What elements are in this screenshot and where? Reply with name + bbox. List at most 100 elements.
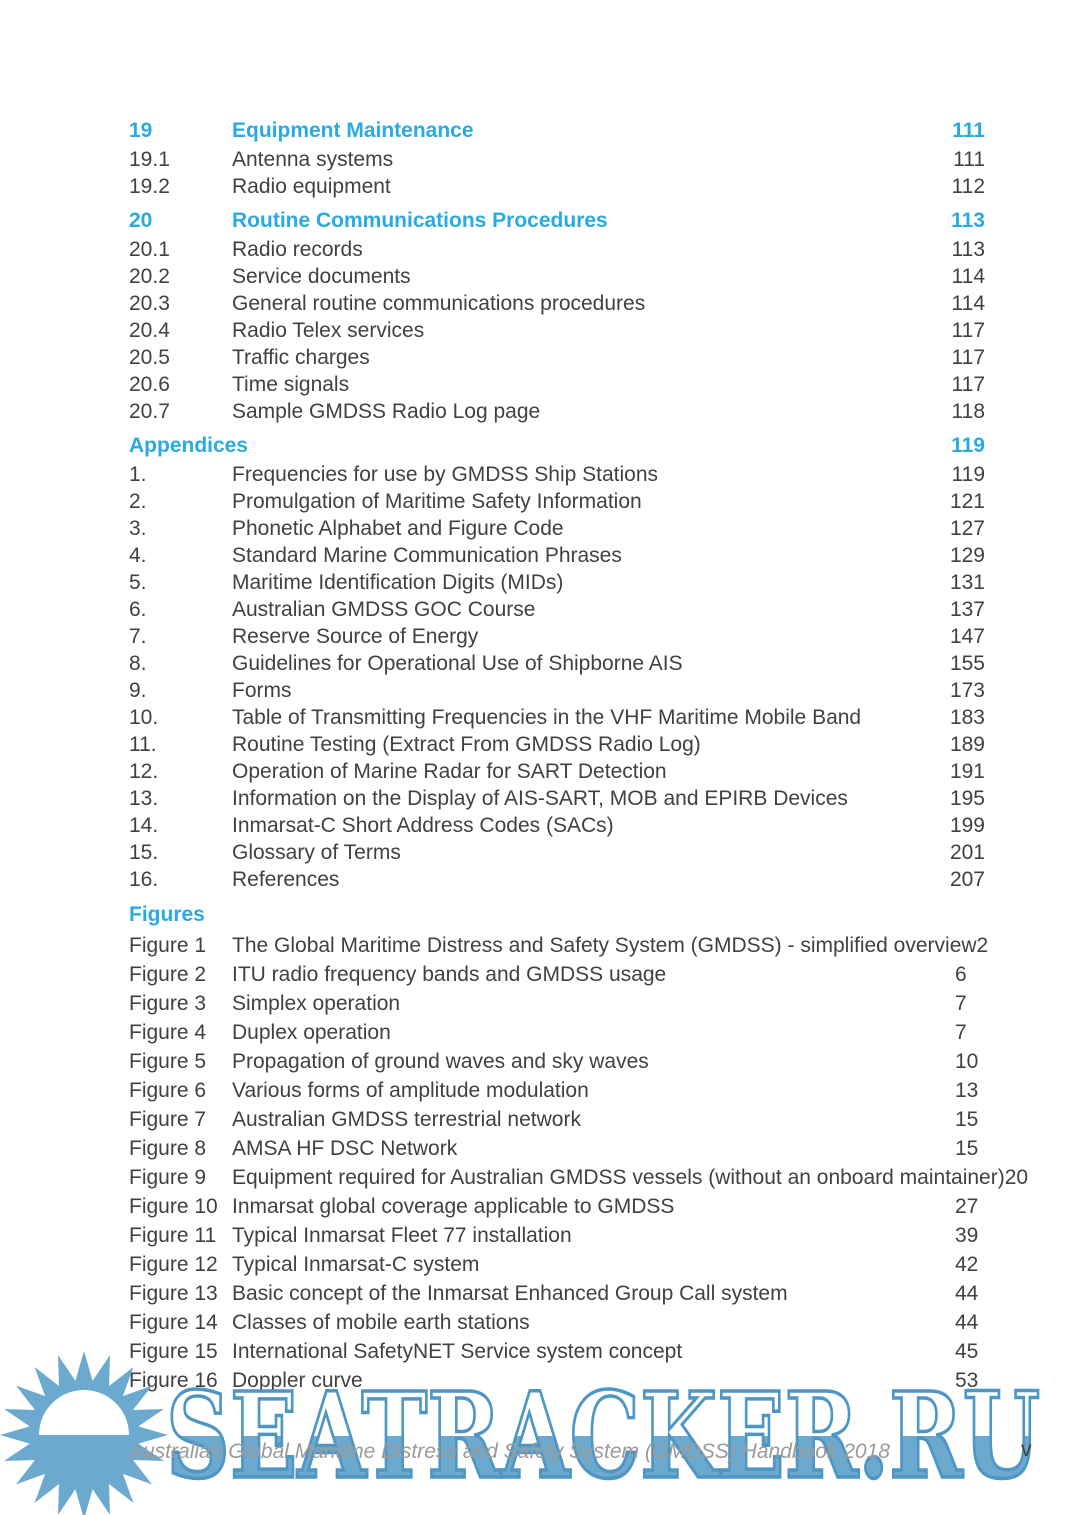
toc-entry-row[interactable]: 10. Table of Transmitting Frequencies in … bbox=[129, 704, 985, 731]
toc-entry-row[interactable]: 6. Australian GMDSS GOC Course 137 bbox=[129, 596, 985, 623]
toc-entry-row[interactable]: Figure 14 Classes of mobile earth station… bbox=[129, 1308, 985, 1337]
toc-entry-row[interactable]: 20.7 Sample GMDSS Radio Log page 118 bbox=[129, 398, 985, 425]
toc-entry-title: Routine Testing (Extract From GMDSS Radi… bbox=[232, 733, 701, 756]
toc-entry-row[interactable]: 2. Promulgation of Maritime Safety Inform… bbox=[129, 488, 985, 515]
toc-entry-page: 111 bbox=[952, 119, 985, 142]
toc-entry-row[interactable]: 8. Guidelines for Operational Use of Ship… bbox=[129, 650, 985, 677]
toc-entry-row[interactable]: 11. Routine Testing (Extract From GMDSS R… bbox=[129, 731, 985, 758]
toc-entry-row[interactable]: 12. Operation of Marine Radar for SART De… bbox=[129, 758, 985, 785]
toc-entry-title: References bbox=[232, 868, 340, 891]
toc-entry-page: 137 bbox=[949, 598, 985, 621]
toc-entry-row[interactable]: 20.4 Radio Telex services 117 bbox=[129, 317, 985, 344]
toc-entry-title: Typical Inmarsat Fleet 77 installation bbox=[232, 1224, 572, 1247]
toc-entry-page: 7 bbox=[955, 1021, 967, 1044]
toc-entry-row[interactable]: 20.2 Service documents 114 bbox=[129, 263, 985, 290]
toc-entry-page: 117 bbox=[951, 346, 985, 369]
toc-heading-row[interactable]: 20 Routine Communications Procedures 113 bbox=[129, 207, 985, 234]
toc-entry-page: 6 bbox=[955, 963, 967, 986]
toc-entry-title: The Global Maritime Distress and Safety … bbox=[232, 934, 977, 957]
toc-entry-page: 15 bbox=[955, 1137, 979, 1160]
toc-entry-title: Various forms of amplitude modulation bbox=[232, 1079, 589, 1102]
toc-entry-page: 20 bbox=[1004, 1166, 1029, 1189]
toc-entry-title: Reserve Source of Energy bbox=[232, 625, 479, 648]
toc-entry-row[interactable]: Figure 3 Simplex operation 7 bbox=[129, 989, 985, 1018]
toc-entry-row[interactable]: Figure 5 Propagation of ground waves and … bbox=[129, 1047, 985, 1076]
toc-entry-page: 129 bbox=[949, 544, 985, 567]
toc-entry-title: Antenna systems bbox=[232, 148, 394, 171]
toc-entry-row[interactable]: Figure 2 ITU radio frequency bands and GM… bbox=[129, 960, 985, 989]
toc-entry-number: 20.4 bbox=[129, 319, 170, 342]
toc-entry-page: 15 bbox=[955, 1108, 979, 1131]
toc-entry-page: 191 bbox=[949, 760, 985, 783]
toc-entry-number: Figure 9 bbox=[129, 1166, 207, 1189]
toc-entry-row[interactable]: Figure 16 Doppler curve 53 bbox=[129, 1366, 985, 1395]
toc-entry-row[interactable]: Figure 6 Various forms of amplitude modul… bbox=[129, 1076, 985, 1105]
toc-entry-number: 20.3 bbox=[129, 292, 170, 315]
toc-entry-number: 20.1 bbox=[129, 238, 170, 261]
toc-entry-row[interactable]: 20.1 Radio records 113 bbox=[129, 236, 985, 263]
toc-entry-title: Australian GMDSS GOC Course bbox=[232, 598, 536, 621]
toc-entry-title: Forms bbox=[232, 679, 292, 702]
toc-entry-title: Figures bbox=[129, 903, 205, 926]
toc-entry-row[interactable]: 1. Frequencies for use by GMDSS Ship Stat… bbox=[129, 461, 985, 488]
toc-entry-page: 195 bbox=[949, 787, 985, 810]
toc-entry-page: 112 bbox=[951, 175, 985, 198]
toc-entry-page: 147 bbox=[949, 625, 985, 648]
toc-entry-row[interactable]: Figure 9 Equipment required for Australia… bbox=[129, 1163, 1028, 1192]
toc-entry-row[interactable]: 14. Inmarsat-C Short Address Codes (SACs)… bbox=[129, 812, 985, 839]
toc-entry-row[interactable]: Figure 8 AMSA HF DSC Network 15 bbox=[129, 1134, 985, 1163]
page-number: v bbox=[1021, 1438, 1032, 1461]
toc-entry-row[interactable]: Figure 7 Australian GMDSS terrestrial net… bbox=[129, 1105, 985, 1134]
footer-document-title: Australian Global Maritime Distress and … bbox=[129, 1440, 890, 1463]
toc-entry-row[interactable]: Figure 11 Typical Inmarsat Fleet 77 insta… bbox=[129, 1221, 985, 1250]
toc-entry-number: 19 bbox=[129, 119, 153, 142]
toc-entry-page: 119 bbox=[951, 434, 985, 457]
toc-entry-row[interactable]: Figure 4 Duplex operation 7 bbox=[129, 1018, 985, 1047]
toc-entry-row[interactable]: 9. Forms 173 bbox=[129, 677, 985, 704]
toc-entry-number: Figure 15 bbox=[129, 1340, 218, 1363]
toc-entry-page bbox=[939, 900, 985, 929]
toc-heading-row[interactable]: Figures bbox=[129, 900, 985, 929]
toc-entry-row[interactable]: Figure 1 The Global Maritime Distress and… bbox=[129, 931, 988, 960]
toc-entry-row[interactable]: 5. Maritime Identification Digits (MIDs) 1… bbox=[129, 569, 985, 596]
toc-entry-row[interactable]: 3. Phonetic Alphabet and Figure Code 127 bbox=[129, 515, 985, 542]
toc-entry-number: 9. bbox=[129, 679, 147, 702]
toc-entry-number: 20.5 bbox=[129, 346, 170, 369]
toc-entry-page: 44 bbox=[955, 1282, 979, 1305]
toc-entry-row[interactable]: 16. References 207 bbox=[129, 866, 985, 893]
toc-entry-number: 1. bbox=[129, 463, 147, 486]
toc-entry-title: Radio records bbox=[232, 238, 363, 261]
toc-entry-row[interactable]: 19.1 Antenna systems 111 bbox=[129, 146, 985, 173]
toc-entry-row[interactable]: 20.3 General routine communications proce… bbox=[129, 290, 985, 317]
toc-entry-number: 20 bbox=[129, 209, 153, 232]
sun-disc-top bbox=[39, 1390, 129, 1435]
toc-entry-row[interactable]: 4. Standard Marine Communication Phrases 1… bbox=[129, 542, 985, 569]
toc-entry-title: Phonetic Alphabet and Figure Code bbox=[232, 517, 564, 540]
toc-entry-title: Sample GMDSS Radio Log page bbox=[232, 400, 541, 423]
toc-entry-row[interactable]: Figure 10 Inmarsat global coverage applic… bbox=[129, 1192, 985, 1221]
toc-entry-row[interactable]: 7. Reserve Source of Energy 147 bbox=[129, 623, 985, 650]
toc-entry-page: 44 bbox=[955, 1311, 979, 1334]
toc-entry-number: 15. bbox=[129, 841, 159, 864]
toc-heading-row[interactable]: Appendices 119 bbox=[129, 432, 985, 459]
toc-entry-row[interactable]: 20.5 Traffic charges 117 bbox=[129, 344, 985, 371]
toc-entry-page: 111 bbox=[953, 148, 985, 171]
toc-entry-title: Inmarsat-C Short Address Codes (SACs) bbox=[232, 814, 614, 837]
toc-entry-page: 10 bbox=[955, 1050, 979, 1073]
toc-entry-title: Traffic charges bbox=[232, 346, 370, 369]
toc-entry-row[interactable]: 19.2 Radio equipment 112 bbox=[129, 173, 985, 200]
toc-entry-row[interactable]: 20.6 Time signals 117 bbox=[129, 371, 985, 398]
toc-entry-number: 13. bbox=[129, 787, 159, 810]
toc-entry-row[interactable]: Figure 13 Basic concept of the Inmarsat E… bbox=[129, 1279, 985, 1308]
table-of-contents: 19 Equipment Maintenance 111 19.1 Antenna sy… bbox=[129, 110, 1028, 1395]
toc-entry-number: 20.6 bbox=[129, 373, 170, 396]
toc-entry-row[interactable]: Figure 12 Typical Inmarsat-C system 42 bbox=[129, 1250, 985, 1279]
toc-entry-title: Maritime Identification Digits (MIDs) bbox=[232, 571, 564, 594]
toc-group-figures: Figures Figure 1 The Global Maritime Distr… bbox=[129, 900, 1028, 1395]
toc-heading-row[interactable]: 19 Equipment Maintenance 111 bbox=[129, 117, 985, 144]
toc-entry-row[interactable]: 15. Glossary of Terms 201 bbox=[129, 839, 985, 866]
toc-entry-title: Promulgation of Maritime Safety Informat… bbox=[232, 490, 642, 513]
toc-entry-row[interactable]: Figure 15 International SafetyNET Service… bbox=[129, 1337, 985, 1366]
toc-entry-row[interactable]: 13. Information on the Display of AIS-SAR… bbox=[129, 785, 985, 812]
toc-entry-page: 121 bbox=[949, 490, 985, 513]
